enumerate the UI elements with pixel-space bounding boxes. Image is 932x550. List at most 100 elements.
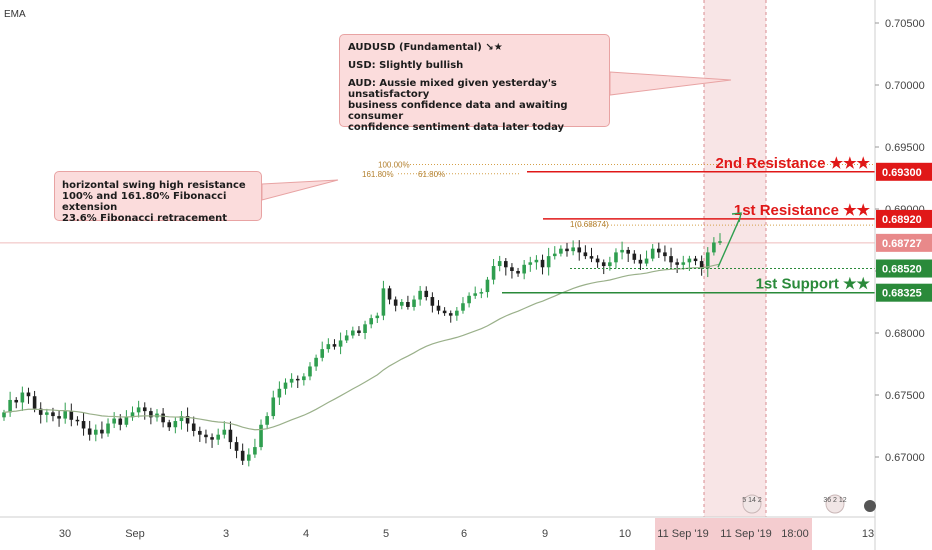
candle xyxy=(497,255,502,272)
candle xyxy=(173,417,178,434)
candle xyxy=(552,246,557,260)
candle xyxy=(614,248,618,269)
candle xyxy=(136,400,141,418)
candle xyxy=(351,326,355,339)
candle xyxy=(601,259,606,275)
candle-body xyxy=(522,264,526,274)
candle xyxy=(510,263,514,279)
price-tag-label: 0.68520 xyxy=(882,264,922,276)
candle-body xyxy=(344,335,349,341)
projection-arrowhead xyxy=(731,212,742,223)
candle xyxy=(485,276,490,298)
candle-body xyxy=(14,399,19,403)
candle-body xyxy=(161,413,165,423)
candle xyxy=(26,387,31,404)
price-tag xyxy=(876,283,932,302)
candle-body xyxy=(173,421,178,428)
candle xyxy=(283,378,288,395)
candle-body xyxy=(510,267,514,271)
candle-body xyxy=(100,429,104,434)
candle-body xyxy=(638,259,643,264)
time-tick-label: 11 Sep '19 xyxy=(720,528,771,540)
candle-body xyxy=(118,418,123,425)
candle xyxy=(712,237,716,256)
candle xyxy=(375,312,380,324)
candle-body xyxy=(485,279,490,293)
candle-body xyxy=(608,262,612,267)
time-tick-label: 4 xyxy=(303,528,309,540)
candle-body xyxy=(234,442,239,451)
candle xyxy=(522,259,526,280)
candle xyxy=(45,408,49,423)
candle-body xyxy=(357,330,361,333)
time-tick-label: 18:00 xyxy=(781,528,809,540)
candle-body xyxy=(277,388,282,398)
candle-body xyxy=(381,288,386,316)
candle-body xyxy=(271,397,276,417)
candle xyxy=(448,310,453,323)
fib-label-161: 161.80% xyxy=(362,170,394,179)
candle xyxy=(381,280,386,321)
candle xyxy=(271,390,276,420)
candle-body xyxy=(528,262,533,265)
candle xyxy=(308,362,312,381)
candle-body xyxy=(112,418,116,424)
candle-body xyxy=(320,349,325,358)
time-tick-label: 13 xyxy=(862,528,874,540)
price-tag xyxy=(876,233,932,252)
candle xyxy=(705,247,710,278)
candle-body xyxy=(491,266,496,280)
fib-label-1: 1(0.68874) xyxy=(570,220,609,229)
candle-body xyxy=(504,261,508,268)
candle-body xyxy=(204,434,208,438)
candle-body xyxy=(424,290,429,298)
fib-label-100: 100.00% xyxy=(378,161,410,170)
candle-body xyxy=(191,423,196,431)
fundamental-title: AUDUSD (Fundamental) ↘★ xyxy=(348,42,503,53)
level-label-1: 1st Resistance ★★ xyxy=(734,202,871,219)
candle-body xyxy=(632,253,637,260)
candle xyxy=(516,267,520,277)
candle xyxy=(63,402,67,424)
candle xyxy=(608,256,612,271)
candle-body xyxy=(124,417,129,425)
candle xyxy=(222,421,227,439)
price-tick-label: 0.69500 xyxy=(885,142,925,154)
candle-body xyxy=(198,430,202,435)
candle-body xyxy=(338,340,343,347)
candle-body xyxy=(45,412,49,415)
candle xyxy=(198,426,202,442)
candle xyxy=(142,402,147,420)
candle-body xyxy=(387,288,392,300)
candle-body xyxy=(675,262,679,265)
event-icon-label: 36 2 12 xyxy=(823,497,846,504)
candle-body xyxy=(718,241,722,243)
candle xyxy=(479,288,484,299)
candle-body xyxy=(246,454,251,461)
candle xyxy=(528,256,533,272)
candle xyxy=(112,412,116,429)
candle xyxy=(124,410,129,428)
candle xyxy=(320,341,325,362)
candles-layer xyxy=(2,233,722,467)
candle-body xyxy=(620,249,624,253)
candle-body xyxy=(614,252,618,263)
candle xyxy=(718,233,722,245)
price-tick-label: 0.67000 xyxy=(885,452,925,464)
candle xyxy=(338,332,343,355)
ema-line xyxy=(3,263,721,431)
time-tick-label: 3 xyxy=(223,528,229,540)
candle-body xyxy=(136,407,141,413)
candle-body xyxy=(38,408,43,415)
price-tick-label: 0.70500 xyxy=(885,18,925,30)
candle-body xyxy=(455,310,459,316)
candle xyxy=(436,300,441,315)
event-icon-label: 5 14 2 xyxy=(742,497,762,504)
candle-body xyxy=(265,416,269,425)
candle xyxy=(106,418,110,437)
price-tag-label: 0.69300 xyxy=(882,167,922,179)
candle-body xyxy=(479,292,484,294)
candle xyxy=(565,242,569,257)
candle xyxy=(302,373,306,386)
